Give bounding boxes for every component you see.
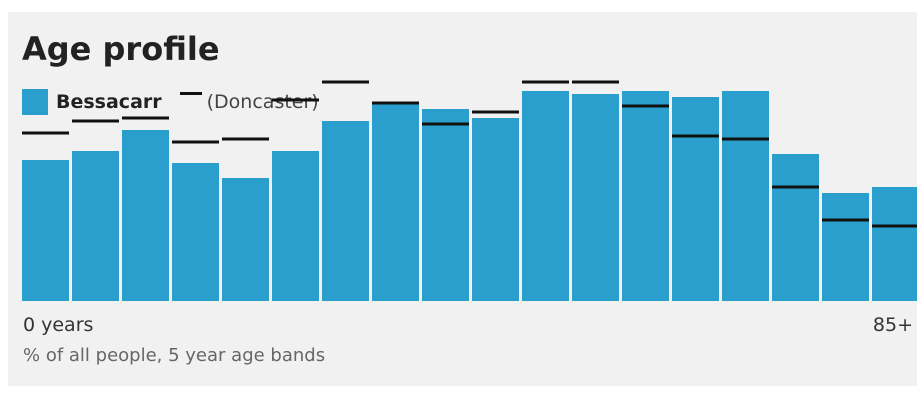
bar-20-24 — [222, 178, 269, 301]
x-axis-end-label: 85+ — [872, 314, 913, 336]
bar-10-14 — [122, 130, 169, 301]
bar-60-64 — [622, 91, 669, 301]
bar-25-29 — [272, 151, 319, 301]
legend-swatch-primary — [22, 89, 48, 115]
bar-5-9 — [72, 151, 119, 301]
reference-lines-group — [22, 80, 917, 228]
bar-80-84 — [822, 193, 869, 301]
x-axis-start-label: 0 years — [23, 314, 94, 336]
chart-subtitle: % of all people, 5 year age bands — [23, 345, 326, 366]
chart-title: Age profile — [22, 30, 220, 68]
bar-45-49 — [472, 118, 519, 301]
chart-legend: Bessacarr (Doncaster) — [22, 89, 319, 115]
bar-85+ — [872, 187, 917, 301]
bar-65-69 — [672, 97, 719, 301]
legend-label-primary: Bessacarr — [56, 91, 162, 113]
bar-15-19 — [172, 163, 219, 301]
bar-0-4 — [22, 160, 69, 301]
bar-50-54 — [522, 91, 569, 301]
legend-swatch-reference — [179, 91, 202, 95]
bar-70-74 — [722, 91, 769, 301]
bar-55-59 — [572, 94, 619, 301]
bar-40-44 — [422, 109, 469, 301]
legend-label-reference: (Doncaster) — [206, 91, 319, 113]
bar-30-34 — [322, 121, 369, 301]
bar-75-79 — [772, 154, 819, 301]
bars-group — [22, 91, 917, 301]
bar-35-39 — [372, 103, 419, 301]
